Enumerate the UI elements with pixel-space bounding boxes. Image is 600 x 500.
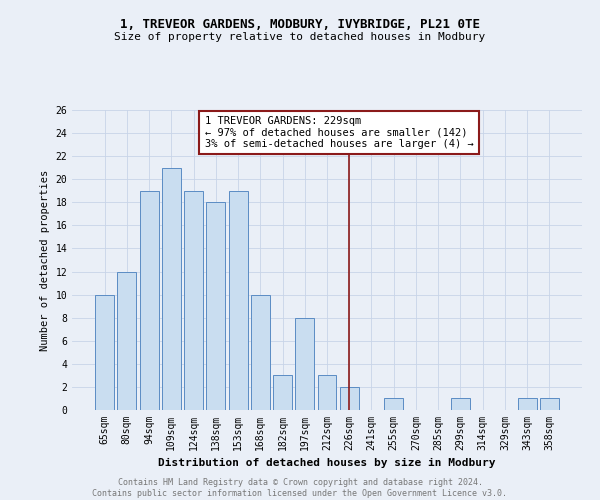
Bar bbox=[162, 168, 181, 410]
Bar bbox=[229, 191, 248, 410]
Bar bbox=[384, 398, 403, 410]
Text: 1, TREVEOR GARDENS, MODBURY, IVYBRIDGE, PL21 0TE: 1, TREVEOR GARDENS, MODBURY, IVYBRIDGE, … bbox=[120, 18, 480, 30]
Bar bbox=[295, 318, 314, 410]
Bar bbox=[451, 398, 470, 410]
Bar bbox=[95, 294, 114, 410]
Text: Contains HM Land Registry data © Crown copyright and database right 2024.
Contai: Contains HM Land Registry data © Crown c… bbox=[92, 478, 508, 498]
Bar bbox=[317, 376, 337, 410]
Bar bbox=[184, 191, 203, 410]
Bar bbox=[540, 398, 559, 410]
Bar bbox=[140, 191, 158, 410]
Bar bbox=[340, 387, 359, 410]
Y-axis label: Number of detached properties: Number of detached properties bbox=[40, 170, 50, 350]
Bar bbox=[251, 294, 270, 410]
X-axis label: Distribution of detached houses by size in Modbury: Distribution of detached houses by size … bbox=[158, 458, 496, 468]
Text: Size of property relative to detached houses in Modbury: Size of property relative to detached ho… bbox=[115, 32, 485, 42]
Bar bbox=[518, 398, 536, 410]
Text: 1 TREVEOR GARDENS: 229sqm
← 97% of detached houses are smaller (142)
3% of semi-: 1 TREVEOR GARDENS: 229sqm ← 97% of detac… bbox=[205, 116, 473, 149]
Bar bbox=[273, 376, 292, 410]
Bar bbox=[206, 202, 225, 410]
Bar bbox=[118, 272, 136, 410]
